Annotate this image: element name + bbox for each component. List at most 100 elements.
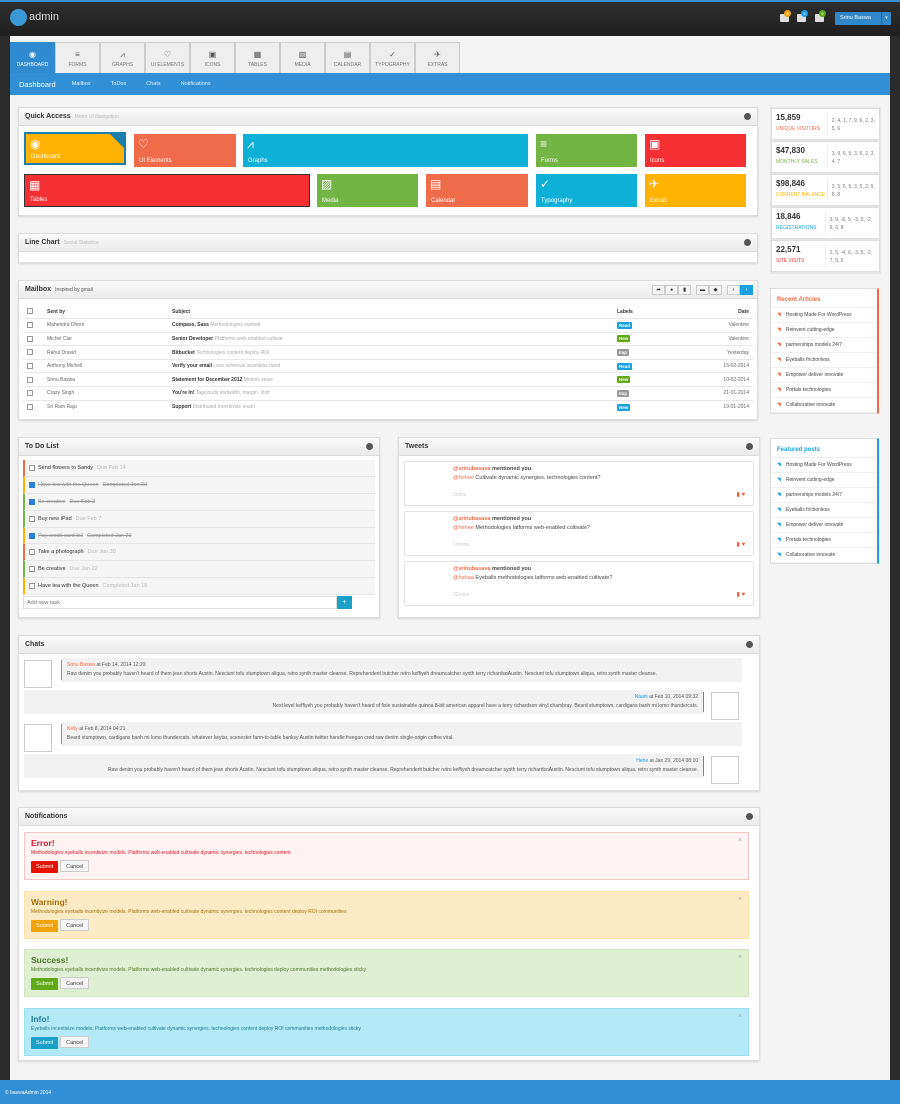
new-task-input[interactable]	[23, 596, 337, 610]
todo-checkbox[interactable]	[29, 549, 35, 556]
mail-row[interactable]: Crazy Singh You're In! Tagclouds endwidt…	[23, 386, 753, 401]
next-page-button[interactable]: ›	[740, 285, 753, 295]
tab-icons[interactable]: ▣ ICONS	[190, 42, 235, 73]
tweet-mention[interactable]: @hohoo	[453, 475, 474, 481]
row-checkbox[interactable]	[27, 322, 33, 329]
tile-dashboard[interactable]: ◉ Dashboard	[24, 132, 126, 165]
forward-icon[interactable]: ➦	[652, 285, 666, 295]
select-all-checkbox[interactable]	[27, 308, 33, 315]
tile-tables[interactable]: ▦ Tables	[24, 174, 310, 207]
row-checkbox[interactable]	[27, 376, 33, 383]
close-icon[interactable]: ×	[737, 954, 742, 961]
row-checkbox[interactable]	[27, 349, 33, 356]
tag-icon[interactable]: ◆	[709, 285, 723, 295]
article-link[interactable]: ◥ Eyeballs frictionless	[771, 353, 877, 368]
trash-icon[interactable]: ▮	[736, 492, 740, 498]
tab-media[interactable]: ▨ MEDIA	[280, 42, 325, 73]
tab-extras[interactable]: ✈ EXTRAS	[415, 42, 460, 73]
tab-graphs[interactable]: ⩘ GRAPHS	[100, 42, 145, 73]
row-checkbox[interactable]	[27, 404, 33, 411]
tile-graphs[interactable]: ⩘ Graphs	[243, 134, 528, 167]
submit-button[interactable]: Submit	[31, 978, 59, 990]
gear-icon[interactable]	[744, 113, 751, 120]
tile-icons[interactable]: ▣ Icons	[645, 134, 746, 167]
todo-checkbox[interactable]	[29, 532, 35, 539]
close-icon[interactable]: ×	[737, 1013, 742, 1020]
subnav-chats[interactable]: Chats	[146, 81, 161, 87]
tile-media[interactable]: ▨ Media	[317, 174, 418, 207]
cancel-button[interactable]: Cancel	[60, 919, 90, 931]
chat-author[interactable]: Kelly	[67, 726, 78, 732]
article-link[interactable]: ◥ Collaborative innovate	[771, 548, 877, 563]
article-link[interactable]: ◥ Portals technologies	[771, 383, 877, 398]
tab-typography[interactable]: ✓ TYPOGRAPHY	[370, 42, 415, 73]
row-checkbox[interactable]	[27, 335, 33, 342]
tab-calendar[interactable]: ▤ CALENDAR	[325, 42, 370, 73]
article-link[interactable]: ◥ partnerships models 24/7	[771, 488, 877, 503]
article-link[interactable]: ◥ partnerships models 24/7	[771, 338, 877, 353]
tab-dashboard[interactable]: ◉ DASHBOARD	[10, 42, 55, 73]
article-link[interactable]: ◥ Empower deliver innovate	[771, 368, 877, 383]
submit-button[interactable]: Submit	[31, 861, 59, 873]
todo-checkbox[interactable]	[29, 566, 35, 573]
row-checkbox[interactable]	[27, 363, 33, 369]
mail-row[interactable]: Srinu Baswa Statement for December 2012 …	[23, 372, 753, 387]
user-menu-button[interactable]: Srinu Baswa ▾	[835, 12, 891, 25]
cancel-button[interactable]: Cancel	[60, 860, 90, 872]
submit-button[interactable]: Submit	[31, 920, 59, 932]
todo-checkbox[interactable]	[29, 464, 35, 471]
mail-row[interactable]: Anthony Michell Verify your email Less s…	[23, 358, 753, 373]
tweet-mention[interactable]: @hahaa	[453, 575, 474, 581]
mail-row[interactable]: Mahendra Dhoni Compass, Sass Methodologi…	[23, 318, 753, 333]
tile-calendar[interactable]: ▤ Calendar	[426, 174, 528, 207]
tab-ui-elements[interactable]: ♡ UI ELEMENTS	[145, 42, 190, 73]
tweet-user[interactable]: @srinubasava	[453, 566, 491, 572]
gear-icon[interactable]	[746, 443, 753, 450]
prev-page-button[interactable]: ‹	[727, 285, 740, 295]
article-link[interactable]: ◥ Portals technologies	[771, 533, 877, 548]
mail-icon[interactable]	[780, 14, 789, 22]
add-task-button[interactable]: +	[337, 596, 352, 610]
chat-author[interactable]: Hehe	[636, 758, 649, 764]
article-link[interactable]: ◥ Hosting Made For WordPress	[771, 308, 877, 323]
todo-checkbox[interactable]	[29, 515, 35, 522]
cart-icon[interactable]	[815, 14, 824, 22]
spam-icon[interactable]: ●	[665, 285, 679, 295]
article-link[interactable]: ◥ Reinvent cutting-edge	[771, 473, 877, 488]
article-link[interactable]: ◥ Hosting Made For WordPress	[771, 458, 877, 473]
mail-row[interactable]: Sri Ram Raju Support Distributed incenti…	[23, 399, 753, 414]
tile-forms[interactable]: ≡ Forms	[536, 134, 637, 167]
subnav-todos[interactable]: ToDos	[110, 81, 127, 87]
heart-icon[interactable]: ♥	[741, 492, 745, 498]
trash-icon[interactable]: ▮	[736, 542, 740, 548]
article-link[interactable]: ◥ Reinvent cutting-edge	[771, 323, 877, 338]
article-link[interactable]: ◥ Eyeballs frictionless	[771, 503, 877, 518]
todo-checkbox[interactable]	[29, 481, 35, 488]
gear-icon[interactable]	[746, 813, 753, 820]
row-checkbox[interactable]	[27, 390, 33, 397]
todo-checkbox[interactable]	[29, 583, 35, 590]
cancel-button[interactable]: Cancel	[60, 1036, 90, 1048]
cancel-button[interactable]: Cancel	[60, 977, 90, 989]
heart-icon[interactable]: ♥	[741, 592, 745, 598]
gear-icon[interactable]	[746, 641, 753, 648]
subnav-mailbox[interactable]: Mailbox	[71, 81, 91, 87]
tile-typography[interactable]: ✓ Typography	[536, 174, 637, 207]
subnav-notifications[interactable]: Notifications	[180, 81, 211, 87]
tweet-user[interactable]: @srinubasava	[453, 516, 491, 522]
gear-icon[interactable]	[366, 443, 373, 450]
chat-author[interactable]: Srinu Baswa	[67, 662, 96, 668]
close-icon[interactable]: ×	[737, 837, 742, 844]
logo-icon[interactable]	[10, 9, 27, 26]
tweet-mention[interactable]: @hehee	[453, 525, 474, 531]
chat-author[interactable]: Naani	[634, 694, 648, 700]
mail-row[interactable]: Rahul Dravid Bitbucket Technologies cont…	[23, 345, 753, 360]
tile-extras[interactable]: ✈ Extras	[645, 174, 746, 207]
tab-tables[interactable]: ▦ TABLES	[235, 42, 280, 73]
tile-ui-elements[interactable]: ♡ UI Elements	[134, 134, 236, 167]
trash-icon[interactable]: ▮	[736, 592, 740, 598]
gear-icon[interactable]	[744, 239, 751, 246]
tweet-user[interactable]: @srinubasava	[453, 466, 491, 472]
folder-icon[interactable]: ▬	[696, 285, 710, 295]
todo-checkbox[interactable]	[29, 498, 35, 505]
